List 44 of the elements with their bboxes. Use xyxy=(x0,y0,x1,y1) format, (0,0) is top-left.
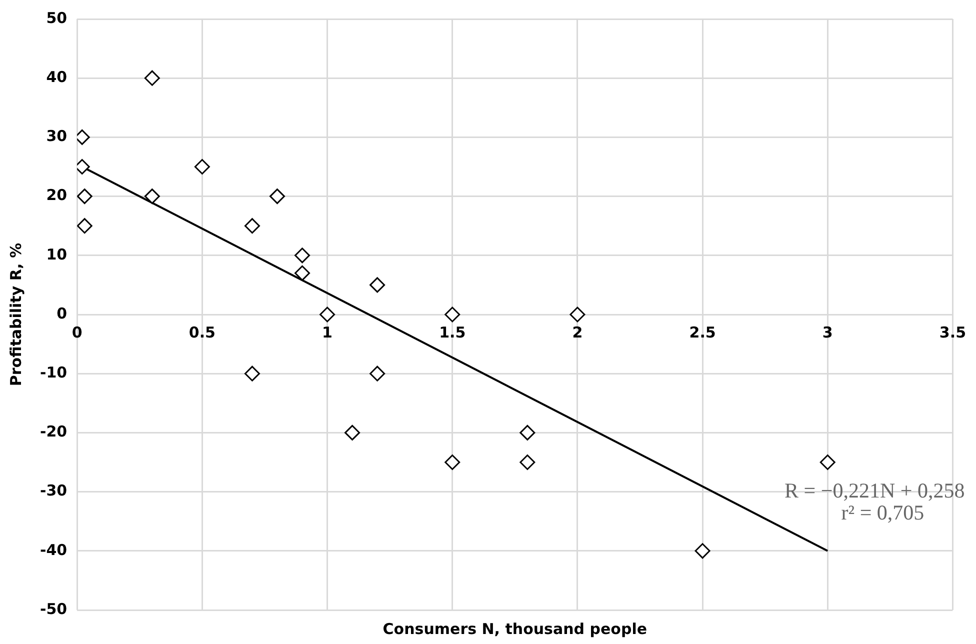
point xyxy=(820,454,836,470)
y-tick-label: 20 xyxy=(46,186,68,204)
x-tick-label: 3 xyxy=(822,323,833,342)
point xyxy=(144,70,160,86)
point xyxy=(294,248,310,264)
point xyxy=(520,454,536,470)
x-tick-label: 3.5 xyxy=(939,323,966,342)
point xyxy=(370,277,386,293)
y-tick-label: -10 xyxy=(40,363,68,382)
x-tick-label: 2.5 xyxy=(689,323,716,342)
point xyxy=(244,218,260,234)
y-tick-label: 50 xyxy=(46,8,68,27)
y-tick-label: 40 xyxy=(46,68,68,86)
y-tick-label: -40 xyxy=(40,540,68,559)
point xyxy=(520,424,536,440)
point xyxy=(694,543,710,559)
point xyxy=(269,188,285,204)
point xyxy=(444,306,460,322)
point xyxy=(244,366,260,382)
x-tick-label: 0 xyxy=(72,323,82,342)
annotation: r² = 0,705 xyxy=(841,500,924,525)
point xyxy=(570,306,586,322)
x-tick-label: 2 xyxy=(572,323,583,342)
point xyxy=(294,265,310,281)
x-tick-label: 1.5 xyxy=(439,323,466,342)
point xyxy=(444,454,460,470)
x-tick-label: 0.5 xyxy=(188,323,216,342)
y-tick-label: -30 xyxy=(40,482,68,500)
point xyxy=(370,366,386,382)
y-tick-label: 30 xyxy=(46,127,68,146)
point xyxy=(194,159,210,174)
point xyxy=(344,424,360,440)
y-tick-label: -20 xyxy=(40,422,68,441)
point xyxy=(77,188,92,204)
y-tick-label: 0 xyxy=(56,304,68,322)
point xyxy=(77,218,92,234)
x-tick-label: 1 xyxy=(322,323,332,342)
x-axis-title: Consumers N, thousand people xyxy=(382,620,648,638)
annotation: R = −0,221N + 0,258 xyxy=(784,478,965,503)
y-axis-title: Profitability R, % xyxy=(6,242,25,386)
point xyxy=(320,306,336,322)
y-tick-label: -50 xyxy=(40,600,68,618)
y-tick-label: 10 xyxy=(46,245,68,264)
point xyxy=(144,188,160,204)
